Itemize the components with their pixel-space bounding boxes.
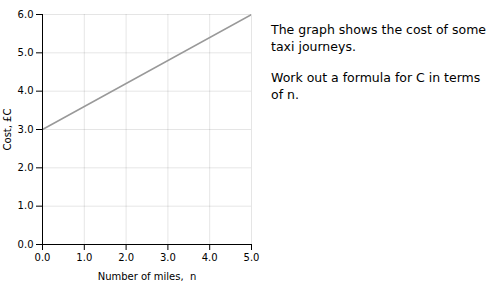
svg-text:3.0: 3.0	[18, 124, 34, 135]
svg-text:3.0: 3.0	[160, 252, 176, 263]
svg-text:2.0: 2.0	[18, 162, 34, 173]
svg-text:0.0: 0.0	[35, 252, 51, 263]
svg-text:Cost, £C: Cost, £C	[2, 109, 13, 151]
svg-text:1.0: 1.0	[76, 252, 92, 263]
svg-text:5.0: 5.0	[18, 47, 34, 58]
svg-text:Number of miles, n: Number of miles, n	[98, 271, 197, 282]
svg-text:5.0: 5.0	[244, 252, 260, 263]
html-text:The graph shows the cost of so: The graph shows the cost of some taxi jo…	[271, 22, 486, 54]
svg-text:4.0: 4.0	[202, 252, 218, 263]
svg-text:4.0: 4.0	[18, 85, 34, 96]
html-text:Work out a formula for C in te: Work out a formula for C in terms of n.	[271, 69, 481, 102]
svg-text:6.0: 6.0	[18, 9, 34, 20]
svg-text:2.0: 2.0	[118, 252, 134, 263]
svg-text:0.0: 0.0	[18, 239, 34, 250]
svg-text:1.0: 1.0	[18, 200, 34, 211]
